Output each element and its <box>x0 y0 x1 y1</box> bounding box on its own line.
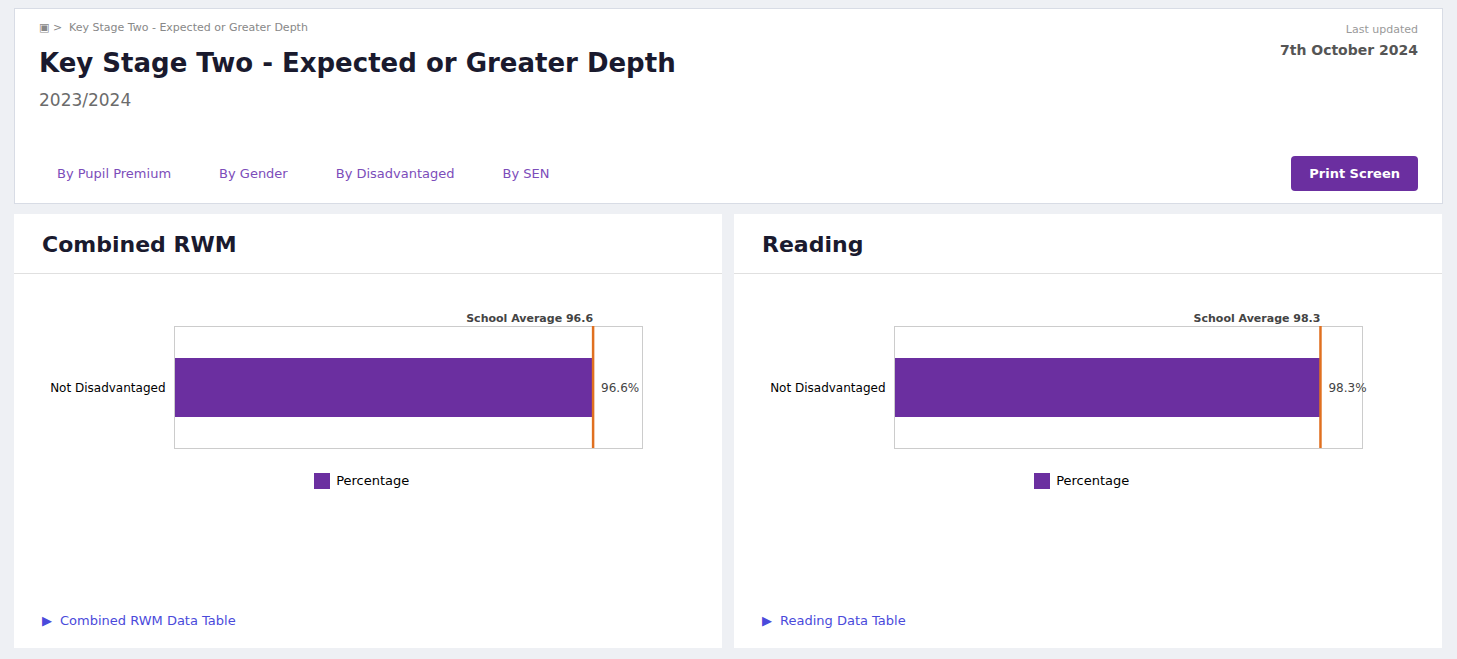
html-text:Print Screen: Print Screen <box>1309 166 1400 181</box>
svg-text:Not Disadvantaged: Not Disadvantaged <box>770 381 885 395</box>
html-text:▣ > Key Stage Two - Expected o: ▣ > Key Stage Two - Expected or Greater … <box>39 21 308 34</box>
svg-text:School Average 98.3: School Average 98.3 <box>1194 312 1321 325</box>
svg-text:Not Disadvantaged: Not Disadvantaged <box>50 381 165 395</box>
svg-text:School Average 96.6: School Average 96.6 <box>466 312 593 325</box>
svg-text:98.3%: 98.3% <box>1328 381 1366 395</box>
svg-text:96.6%: 96.6% <box>601 381 639 395</box>
html-text:Reading: Reading <box>762 232 864 257</box>
html-text:Combined RWM Data Table: Combined RWM Data Table <box>60 613 236 628</box>
html-text:Combined RWM: Combined RWM <box>42 232 237 257</box>
html-text:Percentage: Percentage <box>1056 473 1130 488</box>
html-text:Percentage: Percentage <box>336 473 410 488</box>
html-text:Key Stage Two - Expected or Gr: Key Stage Two - Expected or Greater Dept… <box>39 48 676 78</box>
html-text:By SEN: By SEN <box>502 166 550 181</box>
html-text:7th October 2024: 7th October 2024 <box>1280 42 1418 58</box>
html-text:By Gender: By Gender <box>219 166 288 181</box>
html-text:2023/2024: 2023/2024 <box>39 90 132 110</box>
html-text:By Pupil Premium: By Pupil Premium <box>57 166 172 181</box>
html-text:By Disadvantaged: By Disadvantaged <box>335 166 455 181</box>
html-text:Last updated: Last updated <box>1345 23 1418 36</box>
html-text:Reading Data Table: Reading Data Table <box>780 613 906 628</box>
